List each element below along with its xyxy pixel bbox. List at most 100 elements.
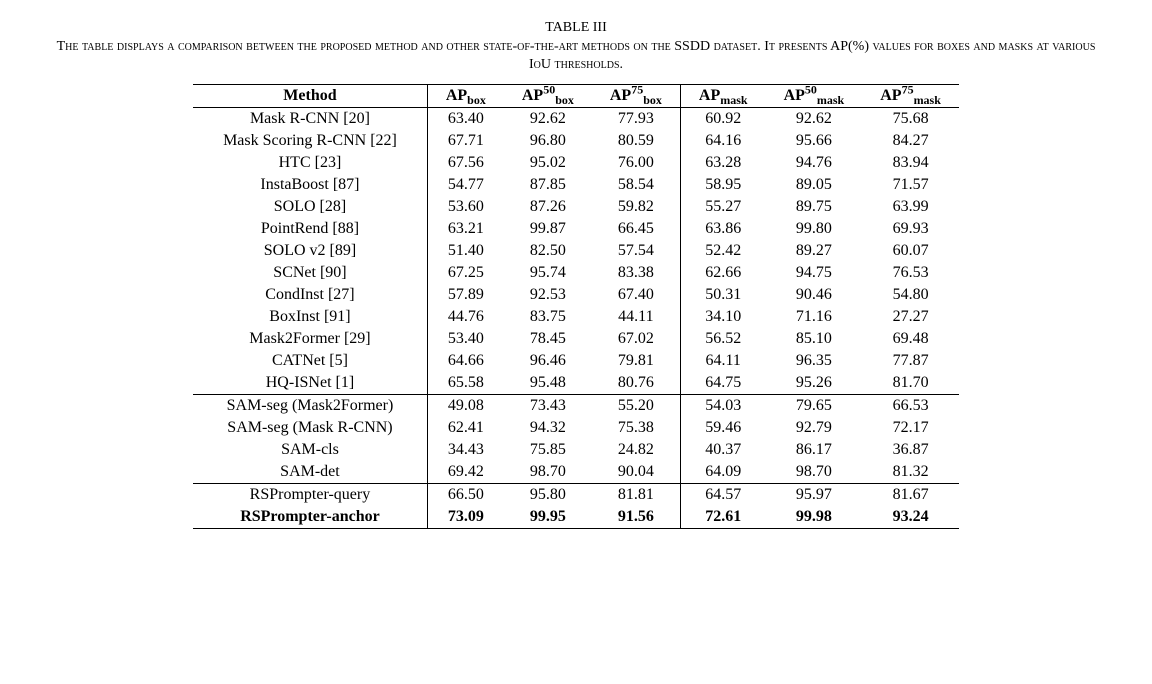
value-cell: 82.50 — [504, 240, 592, 262]
value-cell: 99.98 — [766, 506, 863, 529]
value-cell: 66.45 — [592, 218, 681, 240]
value-cell: 85.10 — [766, 328, 863, 350]
value-cell: 67.56 — [427, 152, 504, 174]
value-cell: 95.97 — [766, 484, 863, 507]
col-ap50-box: AP50box — [504, 85, 592, 108]
table-row: SOLO [28]53.6087.2659.8255.2789.7563.99 — [193, 196, 959, 218]
value-cell: 57.89 — [427, 284, 504, 306]
value-cell: 91.56 — [592, 506, 681, 529]
value-cell: 84.27 — [862, 130, 959, 152]
value-cell: 44.76 — [427, 306, 504, 328]
table-row: Mask2Former [29]53.4078.4567.0256.5285.1… — [193, 328, 959, 350]
value-cell: 86.17 — [766, 439, 863, 461]
value-cell: 62.41 — [427, 417, 504, 439]
value-cell: 73.43 — [504, 395, 592, 418]
value-cell: 63.28 — [680, 152, 765, 174]
value-cell: 24.82 — [592, 439, 681, 461]
col-ap50-mask: AP50mask — [766, 85, 863, 108]
col-ap75-mask: AP75mask — [862, 85, 959, 108]
value-cell: 94.75 — [766, 262, 863, 284]
table-row: HTC [23]67.5695.0276.0063.2894.7683.94 — [193, 152, 959, 174]
value-cell: 69.93 — [862, 218, 959, 240]
value-cell: 99.80 — [766, 218, 863, 240]
value-cell: 72.61 — [680, 506, 765, 529]
value-cell: 71.57 — [862, 174, 959, 196]
value-cell: 63.40 — [427, 108, 504, 131]
value-cell: 76.53 — [862, 262, 959, 284]
value-cell: 75.38 — [592, 417, 681, 439]
value-cell: 63.99 — [862, 196, 959, 218]
method-cell: SAM-seg (Mask2Former) — [193, 395, 427, 418]
value-cell: 98.70 — [766, 461, 863, 484]
value-cell: 53.40 — [427, 328, 504, 350]
value-cell: 54.77 — [427, 174, 504, 196]
value-cell: 60.07 — [862, 240, 959, 262]
value-cell: 81.67 — [862, 484, 959, 507]
value-cell: 64.57 — [680, 484, 765, 507]
value-cell: 65.58 — [427, 372, 504, 395]
value-cell: 99.95 — [504, 506, 592, 529]
value-cell: 67.25 — [427, 262, 504, 284]
table-row: BoxInst [91]44.7683.7544.1134.1071.1627.… — [193, 306, 959, 328]
comparison-table: Method APbox AP50box AP75box APmask AP50… — [193, 84, 959, 529]
table-row: SAM-det69.4298.7090.0464.0998.7081.32 — [193, 461, 959, 484]
value-cell: 27.27 — [862, 306, 959, 328]
value-cell: 36.87 — [862, 439, 959, 461]
value-cell: 71.16 — [766, 306, 863, 328]
value-cell: 95.26 — [766, 372, 863, 395]
method-cell: CondInst [27] — [193, 284, 427, 306]
value-cell: 77.93 — [592, 108, 681, 131]
value-cell: 59.82 — [592, 196, 681, 218]
value-cell: 83.94 — [862, 152, 959, 174]
value-cell: 87.26 — [504, 196, 592, 218]
table-header-row: Method APbox AP50box AP75box APmask AP50… — [193, 85, 959, 108]
value-cell: 64.75 — [680, 372, 765, 395]
table-row: PointRend [88]63.2199.8766.4563.8699.806… — [193, 218, 959, 240]
value-cell: 90.04 — [592, 461, 681, 484]
col-ap-mask: APmask — [680, 85, 765, 108]
value-cell: 54.80 — [862, 284, 959, 306]
table-row: RSPrompter-anchor73.0999.9591.5672.6199.… — [193, 506, 959, 529]
value-cell: 55.27 — [680, 196, 765, 218]
value-cell: 96.80 — [504, 130, 592, 152]
method-cell: Mask Scoring R-CNN [22] — [193, 130, 427, 152]
table-row: SOLO v2 [89]51.4082.5057.5452.4289.2760.… — [193, 240, 959, 262]
value-cell: 64.16 — [680, 130, 765, 152]
value-cell: 93.24 — [862, 506, 959, 529]
value-cell: 89.75 — [766, 196, 863, 218]
value-cell: 52.42 — [680, 240, 765, 262]
value-cell: 56.52 — [680, 328, 765, 350]
value-cell: 80.76 — [592, 372, 681, 395]
value-cell: 67.71 — [427, 130, 504, 152]
table-row: SAM-seg (Mask2Former)49.0873.4355.2054.0… — [193, 395, 959, 418]
value-cell: 81.70 — [862, 372, 959, 395]
value-cell: 54.03 — [680, 395, 765, 418]
method-cell: SAM-det — [193, 461, 427, 484]
table-caption: The table displays a comparison between … — [51, 38, 1101, 74]
value-cell: 64.11 — [680, 350, 765, 372]
value-cell: 34.10 — [680, 306, 765, 328]
value-cell: 92.79 — [766, 417, 863, 439]
method-cell: CATNet [5] — [193, 350, 427, 372]
table-row: Mask R-CNN [20]63.4092.6277.9360.9292.62… — [193, 108, 959, 131]
value-cell: 66.50 — [427, 484, 504, 507]
value-cell: 40.37 — [680, 439, 765, 461]
value-cell: 75.68 — [862, 108, 959, 131]
value-cell: 67.40 — [592, 284, 681, 306]
value-cell: 95.66 — [766, 130, 863, 152]
value-cell: 79.81 — [592, 350, 681, 372]
table-row: HQ-ISNet [1]65.5895.4880.7664.7595.2681.… — [193, 372, 959, 395]
method-cell: RSPrompter-query — [193, 484, 427, 507]
method-cell: HTC [23] — [193, 152, 427, 174]
value-cell: 55.20 — [592, 395, 681, 418]
value-cell: 57.54 — [592, 240, 681, 262]
method-cell: SOLO v2 [89] — [193, 240, 427, 262]
table-row: RSPrompter-query66.5095.8081.8164.5795.9… — [193, 484, 959, 507]
value-cell: 94.76 — [766, 152, 863, 174]
value-cell: 80.59 — [592, 130, 681, 152]
table-row: CondInst [27]57.8992.5367.4050.3190.4654… — [193, 284, 959, 306]
method-cell: InstaBoost [87] — [193, 174, 427, 196]
col-ap75-box: AP75box — [592, 85, 681, 108]
value-cell: 62.66 — [680, 262, 765, 284]
value-cell: 63.21 — [427, 218, 504, 240]
